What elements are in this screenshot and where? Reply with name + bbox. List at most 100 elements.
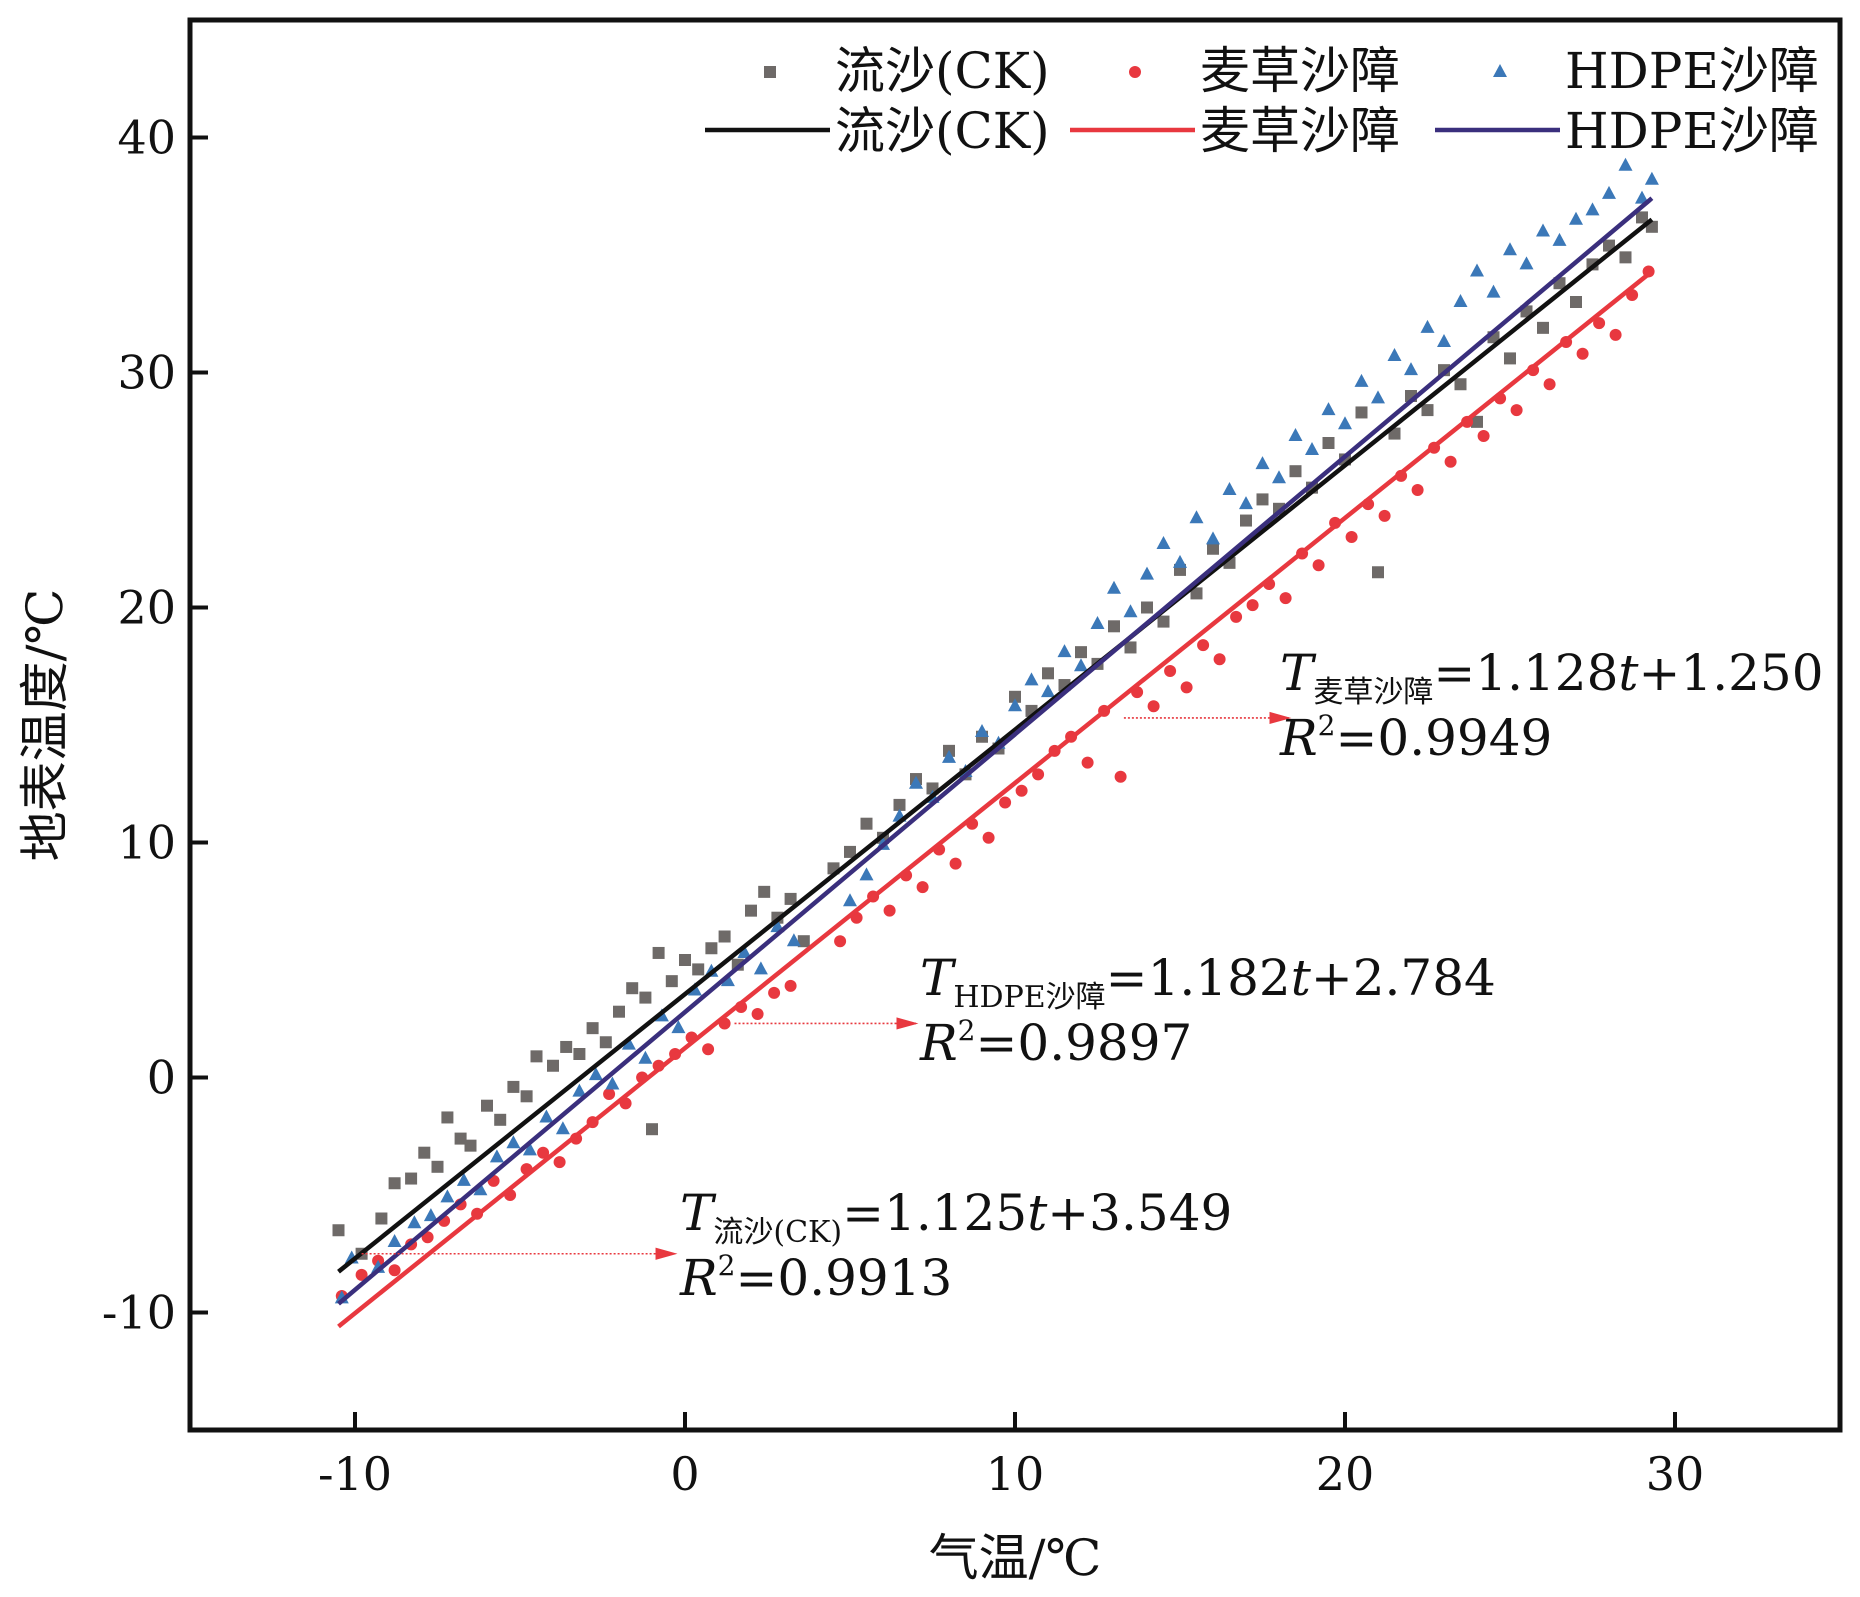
data-point <box>440 1189 455 1203</box>
data-point <box>572 1083 587 1097</box>
data-point <box>1444 455 1457 468</box>
data-point <box>1378 509 1391 522</box>
data-point <box>705 942 718 955</box>
data-point <box>1503 242 1517 256</box>
data-point <box>859 867 874 881</box>
data-point <box>758 885 771 898</box>
data-point <box>949 857 962 870</box>
data-point <box>1156 536 1171 550</box>
data-point <box>1453 294 1468 307</box>
y-tick-label: 30 <box>117 346 176 400</box>
data-point <box>692 963 705 976</box>
data-point <box>1246 599 1259 612</box>
data-point <box>431 1160 444 1173</box>
data-point <box>1173 554 1187 568</box>
data-point <box>553 1156 566 1169</box>
data-point <box>1387 348 1402 362</box>
data-point <box>1124 641 1137 654</box>
data-point <box>1032 768 1045 781</box>
x-axis-title: 气温/℃ <box>929 1529 1102 1587</box>
data-point <box>423 1208 438 1222</box>
data-point <box>1536 223 1550 237</box>
data-point <box>332 1224 345 1237</box>
data-point <box>1108 620 1120 633</box>
series-points-1 <box>335 265 1655 1303</box>
data-point <box>1090 615 1105 629</box>
data-point <box>737 944 752 958</box>
data-point <box>355 1268 368 1281</box>
legend-label: 流沙(CK) <box>835 42 1050 100</box>
data-point <box>1197 639 1210 652</box>
data-point <box>893 798 906 811</box>
data-point <box>638 1050 653 1064</box>
data-point <box>473 1182 488 1196</box>
data-point <box>1009 690 1021 703</box>
data-point <box>1140 566 1154 580</box>
data-point <box>464 1139 477 1152</box>
data-point <box>1585 202 1600 216</box>
data-point <box>834 935 847 948</box>
data-point <box>555 1121 570 1135</box>
legend-marker <box>764 66 776 78</box>
data-point <box>537 1146 550 1159</box>
data-point <box>1305 442 1319 456</box>
data-point <box>1470 263 1484 277</box>
data-point <box>1569 211 1583 225</box>
data-point <box>751 1008 764 1021</box>
data-point <box>1288 427 1303 441</box>
x-tick-label: 10 <box>986 1447 1045 1501</box>
data-point <box>1477 429 1490 442</box>
y-tick-label: 0 <box>147 1051 176 1105</box>
data-point <box>1372 566 1384 579</box>
data-point <box>883 904 896 917</box>
r-squared: R2=0.9913 <box>679 1249 952 1307</box>
data-point <box>1486 284 1501 298</box>
data-point <box>1371 390 1385 404</box>
data-point <box>621 1036 636 1050</box>
data-point <box>456 1172 471 1186</box>
data-point <box>507 1080 520 1093</box>
data-point <box>1256 493 1269 506</box>
data-point <box>1008 698 1022 712</box>
data-point <box>1338 416 1352 430</box>
data-point <box>1081 756 1094 769</box>
data-point <box>1206 531 1220 545</box>
data-point <box>387 1234 402 1247</box>
data-point <box>522 1142 537 1156</box>
regression-equation: T麦草沙障=1.128t+1.250 <box>1280 644 1824 710</box>
data-point <box>1230 610 1243 623</box>
data-point <box>421 1231 434 1244</box>
data-point <box>1471 415 1483 428</box>
data-point <box>768 986 781 999</box>
y-tick-label: 20 <box>117 581 176 635</box>
data-point <box>1074 658 1088 672</box>
fit-line-0 <box>337 217 1654 1274</box>
r-squared: R2=0.9897 <box>919 1014 1192 1072</box>
y-tick-label: 40 <box>117 111 176 165</box>
data-point <box>1504 352 1516 365</box>
data-point <box>1123 604 1138 618</box>
data-point <box>1355 406 1368 419</box>
data-point <box>1240 514 1252 527</box>
data-point <box>626 982 639 995</box>
data-point <box>1189 510 1204 524</box>
data-point <box>586 1022 599 1035</box>
data-point <box>784 979 797 992</box>
data-point <box>784 892 797 905</box>
data-point <box>1075 646 1087 659</box>
data-point <box>1157 615 1170 628</box>
data-point <box>588 1067 603 1081</box>
legend-label: HDPE沙障 <box>1565 42 1819 100</box>
data-point <box>407 1215 422 1229</box>
data-point <box>1354 373 1369 387</box>
data-point <box>1404 362 1418 376</box>
data-point <box>1576 347 1589 360</box>
data-point <box>1321 402 1336 416</box>
y-axis-title: 地表温度/℃ <box>16 589 74 862</box>
fit-line-2 <box>337 196 1654 1306</box>
data-point <box>539 1109 554 1123</box>
data-point <box>1618 157 1633 171</box>
data-point <box>1454 378 1467 391</box>
x-tick-label: 30 <box>1646 1447 1705 1501</box>
